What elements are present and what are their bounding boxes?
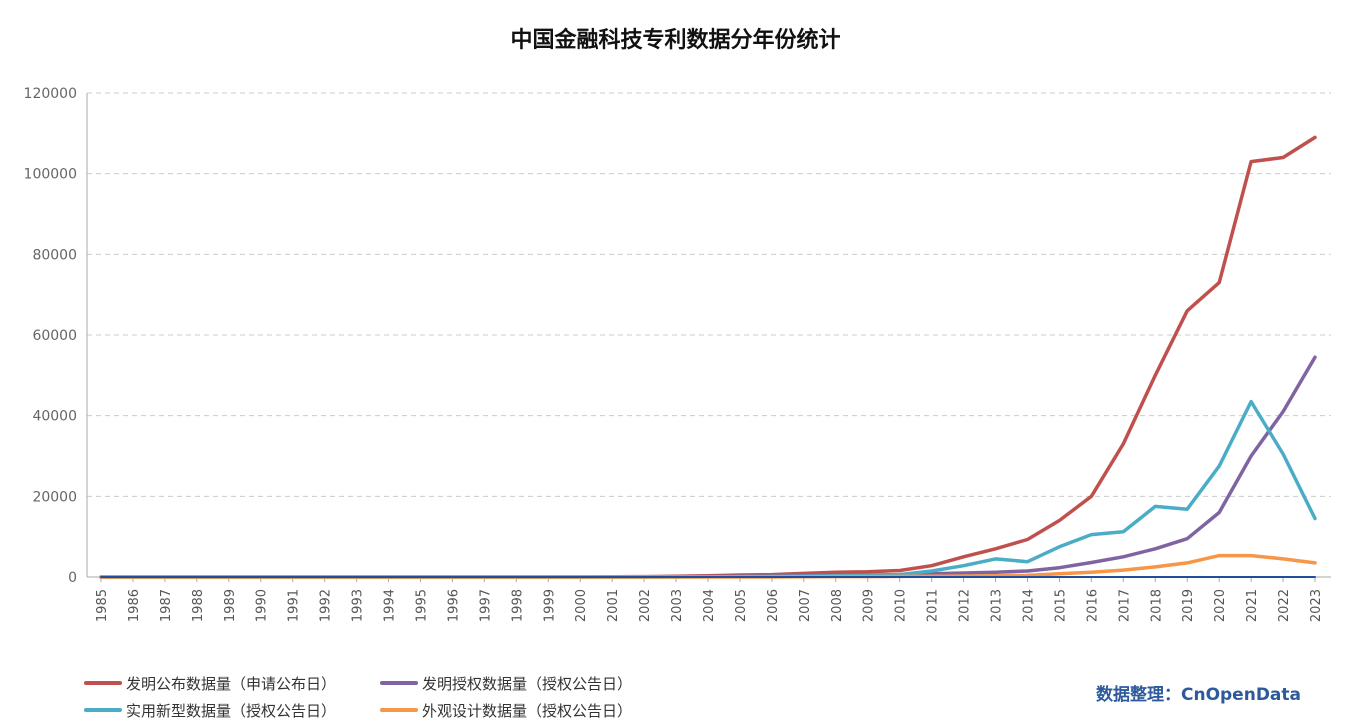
x-tick-label: 1987: [159, 589, 174, 622]
legend-swatch: [84, 681, 122, 685]
x-tick-label: 2009: [862, 589, 877, 622]
x-tick-label: 1993: [351, 589, 366, 622]
legend-swatch: [84, 708, 122, 712]
y-tick-label: 120000: [24, 86, 77, 102]
x-tick-label: 1998: [510, 589, 525, 622]
x-tick-label: 1991: [287, 589, 302, 622]
x-tick-label: 2005: [734, 589, 749, 622]
x-tick-label: 2012: [958, 589, 973, 622]
x-tick-label: 1986: [127, 589, 142, 622]
series-line-3: [99, 553, 1317, 579]
series-line-2: [99, 399, 1317, 579]
x-tick-label: 2004: [702, 589, 717, 622]
x-tick-label: 2010: [894, 589, 909, 622]
x-tick-label: 2002: [638, 589, 653, 622]
x-tick-label: 2019: [1181, 589, 1196, 622]
series-line-1: [99, 355, 1317, 579]
legend-item-utility-model: 实用新型数据量（授权公告日）: [84, 700, 336, 720]
legend-item-invention-publication: 发明公布数据量（申请公布日）: [84, 673, 336, 693]
x-tick-label: 1997: [478, 589, 493, 622]
legend-swatch: [380, 708, 418, 712]
y-tick-label: 20000: [32, 489, 77, 505]
x-tick-label: 1985: [95, 589, 110, 622]
y-tick-label: 60000: [32, 328, 77, 344]
x-tick-label: 2016: [1085, 589, 1100, 622]
x-tick-label: 1994: [383, 589, 398, 622]
legend-swatch: [380, 681, 418, 685]
x-tick-label: 1988: [191, 589, 206, 622]
legend-label: 外观设计数据量（授权公告日）: [422, 701, 633, 720]
series-line-0: [99, 135, 1317, 579]
x-tick-label: 1996: [446, 589, 461, 622]
x-tick-label: 2001: [606, 589, 621, 622]
x-tick-label: 2007: [798, 589, 813, 622]
x-tick-label: 2022: [1277, 589, 1292, 622]
grid-lines: [87, 92, 1331, 497]
x-tick-label: 2006: [766, 589, 781, 622]
x-tick-label: 2018: [1149, 589, 1164, 622]
legend-label: 实用新型数据量（授权公告日）: [126, 701, 337, 720]
axes: 0 20000 40000 60000 80000 100000 120000 1985 198…: [24, 86, 1331, 622]
y-tick-label: 0: [68, 570, 77, 586]
chart-title: 中国金融科技专利数据分年份统计: [510, 28, 841, 53]
x-tick-label: 2000: [574, 589, 589, 622]
legend-label: 发明授权数据量（授权公告日）: [422, 674, 633, 693]
y-tick-label: 40000: [32, 409, 77, 425]
x-tick-label: 1989: [223, 589, 238, 622]
source-credit: 数据整理：CnOpenData: [1095, 685, 1301, 705]
x-tick-label: 1995: [414, 589, 429, 622]
x-tick-label: 1999: [542, 589, 557, 622]
series-lines: [99, 135, 1317, 579]
x-tick-label: 2011: [926, 589, 941, 622]
legend-label: 发明公布数据量（申请公布日）: [126, 674, 337, 693]
y-tick-label: 100000: [24, 167, 77, 183]
x-tick-label: 2020: [1213, 589, 1228, 622]
y-tick-label: 80000: [32, 247, 77, 263]
legend-item-invention-grant: 发明授权数据量（授权公告日）: [380, 673, 632, 693]
x-tick-label: 2023: [1309, 589, 1324, 622]
x-tick-label: 2017: [1117, 589, 1132, 622]
x-tick-label: 2013: [990, 589, 1005, 622]
x-tick-label: 2014: [1021, 589, 1036, 622]
x-tick-label: 2015: [1053, 589, 1068, 622]
x-tick-label: 2021: [1245, 589, 1260, 622]
legend-item-design: 外观设计数据量（授权公告日）: [380, 700, 632, 720]
x-tick-label: 1990: [255, 589, 270, 622]
x-tick-label: 1992: [319, 589, 334, 622]
x-tick-label: 2008: [830, 589, 845, 622]
x-tick-label: 2003: [670, 589, 685, 622]
